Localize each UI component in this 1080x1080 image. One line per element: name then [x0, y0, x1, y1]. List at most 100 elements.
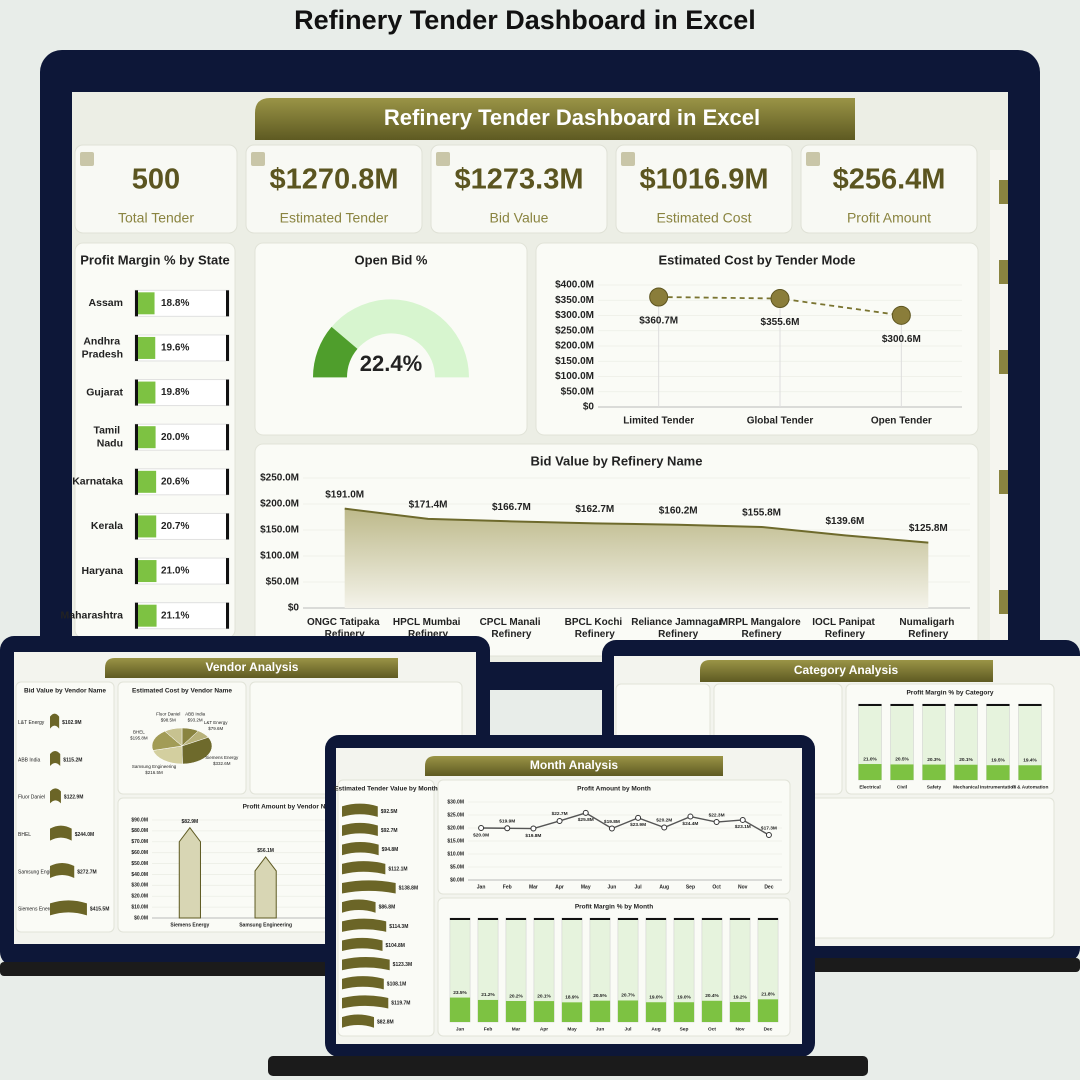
main-dashboard: Refinery Tender Dashboard in Excel 500 To… [61, 98, 1008, 657]
data-label: $19.8M [525, 833, 541, 839]
data-label: 20.5% [895, 757, 909, 763]
category-label: Andhra Pradesh [82, 335, 123, 360]
slicer-button[interactable] [999, 260, 1008, 284]
progress-cap [135, 558, 138, 585]
category-label: Samsung Engineering [18, 869, 67, 875]
bar [617, 1000, 639, 1022]
bar [477, 999, 499, 1022]
x-tick-label: Oct [708, 1026, 716, 1032]
data-label: $272.7M [77, 869, 96, 875]
data-label: $139.6M [825, 516, 864, 527]
category-label: BHEL [18, 832, 31, 838]
y-tick-label: $250.0M [260, 473, 299, 484]
gauge-label: 22.4% [360, 351, 422, 376]
progress-cap [1018, 704, 1042, 706]
bar [342, 803, 378, 817]
data-label: $195.8M [130, 736, 148, 741]
bar [342, 899, 376, 913]
data-label: $22.3M [709, 812, 725, 818]
data-label: 20.3% [927, 757, 941, 763]
x-tick-label: BPCL Kochi Refinery [565, 617, 625, 640]
data-label: $102.9M [62, 720, 81, 726]
section-banner [105, 658, 398, 678]
bar [342, 861, 386, 875]
vendor-dashboard: Vendor Analysis Bid Value by Vendor Name… [15, 658, 464, 933]
progress-cap [135, 468, 138, 495]
x-tick-label: Apr [540, 1026, 548, 1032]
section-title: Category Analysis [794, 663, 899, 677]
x-tick-label: Siemens Energy [170, 922, 209, 928]
x-tick-label: Electrical [859, 784, 880, 790]
category-label: Tamil Nadu [93, 424, 123, 449]
pie-slice [181, 737, 213, 765]
x-tick-label: Nov [738, 884, 748, 890]
bar [138, 604, 157, 627]
y-tick-label: $150.0M [555, 356, 594, 367]
panel [809, 797, 1055, 939]
category-label: L&T Energy [18, 720, 45, 726]
chart-title: Profit Margin % by Category [906, 690, 993, 697]
data-label: $332.6M [213, 761, 231, 766]
chart-title: Open Bid % [355, 252, 428, 267]
bar [505, 1000, 527, 1022]
slicer-button[interactable] [999, 350, 1008, 374]
data-label: 19.0% [677, 995, 691, 1001]
bar [954, 764, 978, 780]
progress-cap [561, 918, 583, 920]
data-label: $119.7M [391, 1001, 410, 1007]
bar [138, 426, 156, 449]
slicer-button[interactable] [999, 180, 1008, 204]
x-tick-label: Oct [712, 884, 721, 890]
y-tick-label: $0 [583, 402, 595, 413]
kpi-icon [251, 152, 265, 166]
data-label: 21.1% [161, 610, 189, 621]
line [344, 507, 929, 544]
bar [138, 292, 155, 315]
y-tick-label: $30.0M [447, 799, 464, 805]
kpi-icon [436, 152, 450, 166]
slicer-panel [990, 150, 1008, 640]
chart-title: Profit Margin % by Month [575, 904, 653, 911]
line [481, 812, 770, 836]
kpi-icon [80, 152, 94, 166]
x-tick-label: Apr [555, 884, 564, 890]
data-label: 20.7% [621, 993, 635, 999]
marker [478, 825, 485, 831]
gauge-value [313, 326, 358, 378]
slicer-button[interactable] [999, 590, 1008, 614]
data-label: $216.5M [145, 770, 163, 775]
data-label: $24.4M [682, 821, 698, 827]
bar [757, 999, 779, 1022]
slicer-button[interactable] [999, 470, 1008, 494]
bar [342, 822, 378, 837]
x-tick-label: Aug [659, 884, 669, 890]
bar [890, 764, 914, 780]
x-tick-label: Aug [651, 1026, 660, 1032]
data-label: $82.8M [377, 1020, 394, 1026]
x-tick-label: Sep [680, 1026, 689, 1032]
y-tick-label: $20.0M [447, 825, 464, 831]
x-tick-label: Reliance Jamnagar Refinery [631, 617, 725, 640]
data-label: $22.7M [552, 811, 568, 817]
x-tick-label: Instrumentation [980, 784, 1016, 790]
category-label: Assam [89, 297, 123, 309]
category-label: Siemens Energy [18, 907, 55, 913]
kpi-value: $256.4M [833, 164, 946, 196]
y-tick-label: $0.0M [134, 915, 148, 921]
bar [138, 381, 156, 404]
bar [178, 826, 201, 919]
x-tick-label: Samsung Engineering [239, 922, 292, 928]
category-label: Haryana [82, 565, 124, 577]
x-tick-label: Jan [477, 884, 486, 890]
progress-cap [617, 918, 639, 920]
bar [138, 560, 157, 583]
y-tick-label: $400.0M [555, 280, 594, 291]
data-label: 20.1% [959, 757, 973, 763]
bar [50, 751, 61, 766]
y-tick-label: $40.0M [131, 872, 148, 878]
y-tick-label: $5.0M [450, 864, 464, 870]
data-label: $23.9M [630, 822, 646, 828]
marker [649, 287, 669, 307]
data-label: 20.5% [593, 993, 607, 999]
data-label: $82.9M [182, 819, 199, 825]
